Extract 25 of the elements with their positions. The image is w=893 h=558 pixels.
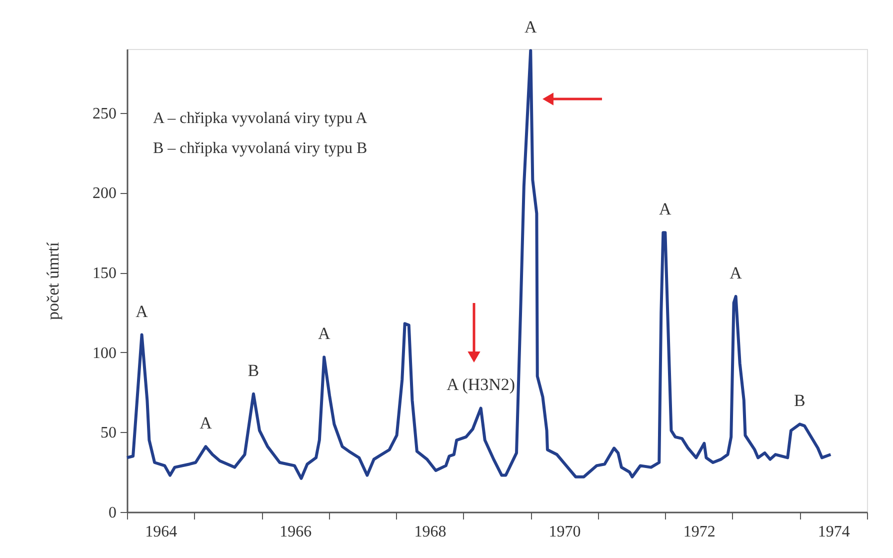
annotation: A [318,324,331,344]
y-tick-label: 100 [92,344,116,362]
y-tick-label: 250 [92,105,116,122]
y-axis-title: počet úmrtí [44,242,62,320]
x-tick-label: 1970 [548,524,581,540]
annotation: B [248,360,260,380]
x-tick-label: 1974 [818,524,850,540]
annotation: B [794,391,806,410]
annotation: A (H3N2) [446,375,516,394]
annotation: A [659,200,672,219]
x-tick-label: 1972 [683,524,716,540]
annotation: A [524,18,538,37]
y-tick-label: 50 [100,424,116,442]
annotation: A – chřipka vyvolaná viry typu A [153,110,368,127]
y-tick-label: 150 [92,265,116,282]
annotation: A [730,263,743,282]
x-tick-label: 1968 [414,524,446,540]
y-tick-label: 200 [92,185,116,202]
x-tick-label: 1964 [145,524,178,540]
y-tick-label: 0 [108,504,116,522]
annotation: A [136,302,149,321]
line-series [126,49,832,480]
annotation: A [200,414,213,433]
annotation: B – chřipka vyvolaná viry typu B [153,140,368,157]
x-tick-label: 1966 [280,524,312,540]
